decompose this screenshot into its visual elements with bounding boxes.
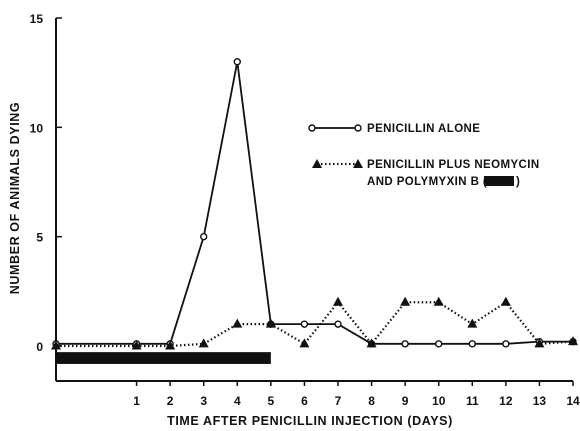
- legend-marker-open-circle: [308, 124, 316, 132]
- treatment-period-bar: [56, 352, 271, 364]
- series-layer: [51, 58, 578, 350]
- data-point-filled-triangle: [51, 340, 61, 350]
- legend-label-close-paren: ): [516, 176, 520, 188]
- y-tick-label: 10: [30, 121, 44, 135]
- legend-marker-filled-triangle: [312, 159, 322, 168]
- x-tick-label: 9: [402, 394, 409, 408]
- legend: PENICILLIN ALONE PENICILLIN PLUS NEOMYCI…: [308, 123, 540, 188]
- x-tick-label: 11: [466, 394, 479, 408]
- legend-treatment-swatch: [484, 176, 514, 186]
- legend-label-penicillin-alone: PENICILLIN ALONE: [367, 123, 480, 135]
- data-point-open-circle: [502, 340, 510, 348]
- data-point-open-circle: [401, 340, 409, 348]
- data-point-filled-triangle: [299, 338, 310, 348]
- x-tick-label: 7: [335, 394, 342, 408]
- axes: [55, 18, 573, 382]
- data-point-open-circle: [435, 340, 443, 348]
- x-axis-label: TIME AFTER PENICILLIN INJECTION (DAYS): [167, 414, 453, 428]
- data-point-filled-triangle: [165, 340, 176, 350]
- data-point-filled-triangle: [400, 296, 411, 306]
- data-point-filled-triangle: [534, 338, 545, 348]
- y-ticks: 0 5 10 15: [30, 12, 62, 354]
- x-tick-label: 6: [301, 394, 308, 408]
- legend-label-penicillin-plus-line2: AND POLYMYXIN B (: [367, 176, 487, 188]
- data-point-filled-triangle: [467, 318, 478, 328]
- data-point-filled-triangle: [131, 340, 142, 350]
- legend-marker-filled-triangle: [353, 159, 363, 168]
- data-point-open-circle: [468, 340, 476, 348]
- data-point-filled-triangle: [198, 338, 209, 348]
- x-tick-label: 4: [234, 394, 241, 408]
- data-point-open-circle: [200, 232, 208, 241]
- legend-item-penicillin-alone: PENICILLIN ALONE: [308, 123, 480, 135]
- legend-marker-open-circle: [354, 124, 362, 132]
- data-point-filled-triangle: [568, 336, 578, 346]
- y-tick-label: 15: [30, 12, 44, 26]
- y-axis-label: NUMBER OF ANIMALS DYING: [8, 102, 22, 295]
- y-tick-label: 0: [36, 340, 43, 354]
- x-tick-label: 2: [167, 394, 174, 408]
- data-point-filled-triangle: [232, 318, 243, 328]
- data-point-open-circle: [233, 58, 241, 66]
- series-line-penicillin-alone: [56, 60, 573, 345]
- data-point-open-circle: [334, 320, 342, 328]
- data-point-filled-triangle: [366, 338, 377, 348]
- x-tick-label: 1: [133, 394, 140, 408]
- data-point-filled-triangle: [333, 296, 343, 306]
- x-tick-label: 10: [432, 394, 446, 408]
- x-tick-label: 5: [268, 394, 275, 408]
- data-point-filled-triangle: [265, 318, 276, 328]
- x-tick-label: 3: [200, 394, 207, 408]
- data-point-open-circle: [300, 320, 309, 328]
- x-tick-label: 12: [499, 394, 513, 408]
- x-tick-label: 13: [533, 394, 547, 408]
- x-ticks: 1 2 3 4 5 6 7 8 9 10 11 12 13 14: [133, 381, 580, 408]
- y-tick-label: 5: [36, 231, 43, 245]
- data-point-filled-triangle: [500, 296, 511, 306]
- data-point-filled-triangle: [433, 296, 444, 306]
- legend-label-penicillin-plus-line1: PENICILLIN PLUS NEOMYCIN: [367, 159, 540, 171]
- x-tick-label: 8: [368, 394, 375, 408]
- legend-item-penicillin-plus: PENICILLIN PLUS NEOMYCIN AND POLYMYXIN B…: [312, 159, 540, 188]
- x-tick-label: 14: [566, 394, 580, 408]
